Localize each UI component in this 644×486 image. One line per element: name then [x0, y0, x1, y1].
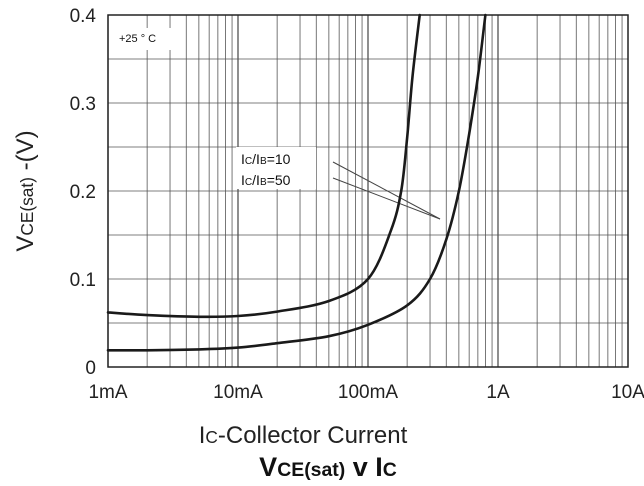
x-tick-label: 10A [611, 382, 644, 403]
x-tick-label: 100mA [338, 382, 399, 403]
legend-label-ratio-50: IC/IB=50 [241, 172, 291, 188]
legend-label-ratio-10: IC/IB=10 [241, 151, 291, 167]
y-tick-labels: 0 0.1 0.2 0.3 0.4 [70, 6, 97, 379]
series-line-ratio-10 [106, 13, 421, 319]
legend-box [236, 147, 316, 189]
x-tick-label: 1A [486, 382, 510, 403]
y-axis-title: VCE(sat) -(V) [12, 130, 39, 251]
leader-line-ratio-10 [332, 161, 441, 220]
y-tick-label: 0 [85, 358, 96, 379]
curves [106, 13, 487, 352]
x-axis-title: IC-Collector Current [199, 422, 408, 449]
y-tick-label: 0.1 [70, 270, 96, 291]
chart-title: VCE(sat) v IC [259, 452, 397, 482]
y-tick-label: 0.3 [70, 94, 96, 115]
y-tick-label: 0.2 [70, 182, 96, 203]
y-tick-label: 0.4 [70, 6, 97, 27]
x-tick-label: 1mA [88, 382, 127, 403]
annotation-box [113, 28, 175, 50]
leader-line-ratio-50 [332, 177, 441, 220]
grid [107, 15, 628, 367]
temperature-annotation: +25 ° C [119, 33, 156, 45]
series-line-ratio-50 [106, 13, 487, 352]
x-tick-label: 10mA [213, 382, 263, 403]
x-tick-labels: 1mA 10mA 100mA 1A 10A [88, 382, 644, 403]
plot-frame [107, 14, 629, 368]
